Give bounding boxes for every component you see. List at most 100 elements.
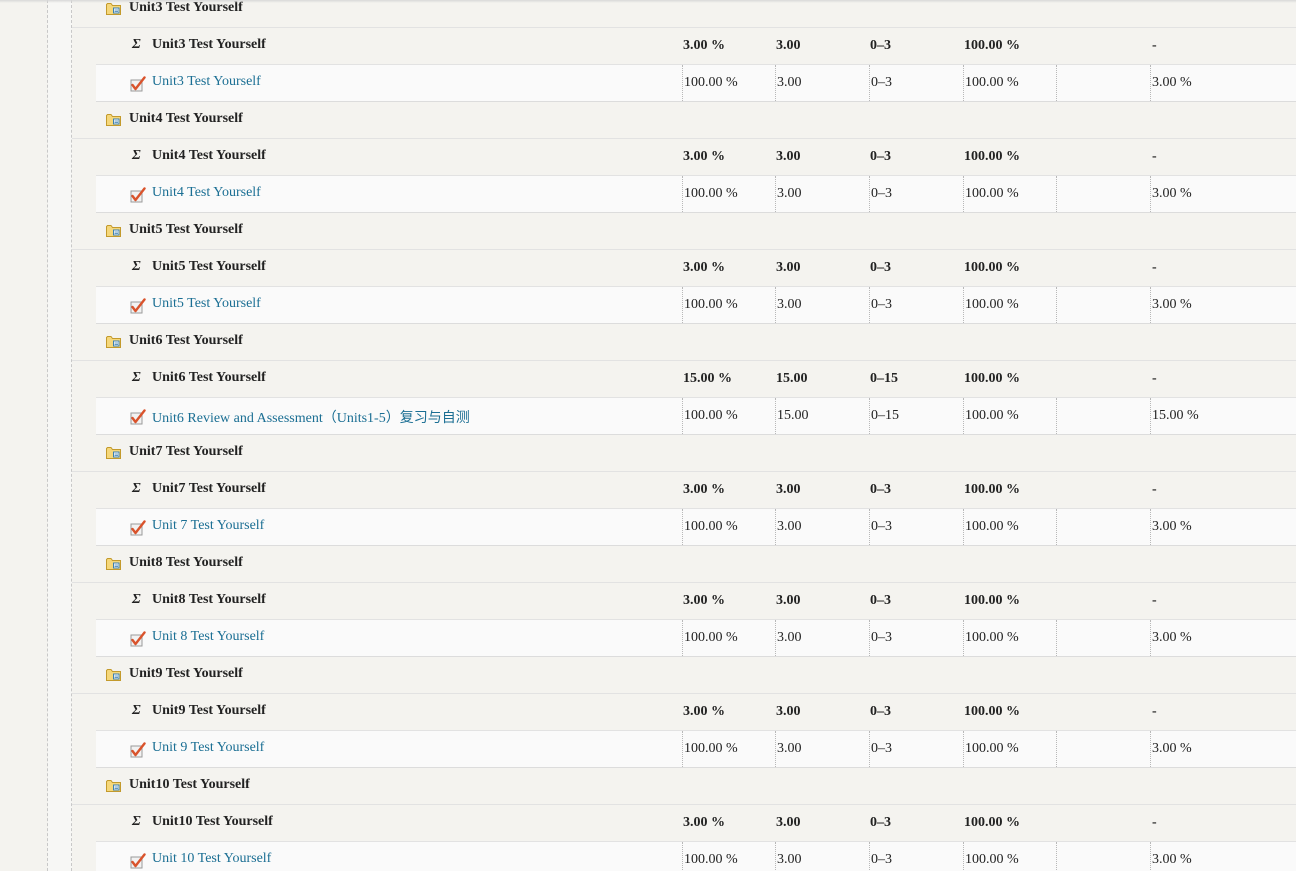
contribution-cell: 3.00 % [1150, 287, 1296, 323]
folder-icon [106, 447, 121, 459]
sigma-icon: Σ [132, 37, 141, 52]
sigma-icon: Σ [132, 592, 141, 607]
grade-item-link[interactable]: Unit 8 Test Yourself [152, 629, 265, 644]
grade-cell: 3.00 [775, 620, 869, 656]
quiz-icon [130, 631, 146, 647]
sigma-icon: Σ [132, 370, 141, 385]
grade-item-link[interactable]: Unit6 Review and Assessment（Units1-5）复习与… [152, 411, 470, 426]
feedback-cell [1056, 28, 1150, 64]
weight-cell: 100.00 % [682, 620, 775, 656]
grade-category-group: Unit6 Test Yourself Σ Unit6 Test Yoursel… [72, 324, 1296, 435]
weight-cell: 3.00 % [683, 149, 725, 164]
weight-cell: 3.00 % [683, 815, 725, 830]
contribution-cell: 3.00 % [1150, 842, 1296, 871]
grade-cell: 15.00 [775, 398, 869, 434]
range-cell: 0–3 [869, 731, 963, 767]
range-cell: 0–15 [870, 371, 898, 386]
grade-category-group: Unit7 Test Yourself Σ Unit7 Test Yoursel… [72, 435, 1296, 546]
contribution-cell: - [1152, 149, 1157, 164]
category-total-name: Unit10 Test Yourself [152, 814, 273, 829]
folder-icon [106, 3, 121, 15]
grade-cell: 3.00 [775, 176, 869, 212]
percentage-cell: 100.00 % [963, 842, 1056, 871]
weight-cell: 3.00 % [683, 704, 725, 719]
contribution-cell: 3.00 % [1150, 731, 1296, 767]
sigma-icon: Σ [132, 814, 141, 829]
feedback-cell [1056, 398, 1150, 434]
percentage-cell: 100.00 % [963, 731, 1056, 767]
weight-cell: 15.00 % [683, 371, 732, 386]
percentage-cell: 100.00 % [964, 815, 1020, 830]
folder-icon [106, 114, 121, 126]
range-cell: 0–3 [869, 509, 963, 545]
grade-category-group: Unit9 Test Yourself Σ Unit9 Test Yoursel… [72, 657, 1296, 768]
grade-item-link[interactable]: Unit3 Test Yourself [152, 74, 261, 89]
range-cell: 0–3 [869, 842, 963, 871]
grade-item-link[interactable]: Unit5 Test Yourself [152, 296, 261, 311]
category-row: Unit9 Test Yourself [72, 657, 1296, 694]
grade-cell: 3.00 [776, 704, 801, 719]
sigma-icon: Σ [132, 148, 141, 163]
category-children: Σ Unit8 Test Yourself 3.00 % 3.00 0–3 10… [96, 583, 1296, 657]
grade-cell: 3.00 [776, 815, 801, 830]
category-row: Unit4 Test Yourself [72, 102, 1296, 139]
percentage-cell: 100.00 % [963, 287, 1056, 323]
quiz-icon [130, 187, 146, 203]
quiz-icon [130, 298, 146, 314]
grade-item-row: Unit 9 Test Yourself 100.00 % 3.00 0–3 1… [96, 731, 1296, 768]
category-children: Σ Unit6 Test Yourself 15.00 % 15.00 0–15… [96, 361, 1296, 435]
category-name: Unit10 Test Yourself [129, 777, 250, 792]
folder-icon [106, 558, 121, 570]
quiz-icon [130, 520, 146, 536]
percentage-cell: 100.00 % [964, 704, 1020, 719]
percentage-cell: 100.00 % [963, 176, 1056, 212]
range-cell: 0–3 [869, 176, 963, 212]
range-cell: 0–3 [870, 593, 891, 608]
range-cell: 0–3 [870, 38, 891, 53]
grade-item-link[interactable]: Unit 9 Test Yourself [152, 740, 265, 755]
feedback-cell [1056, 805, 1150, 841]
quiz-icon [130, 853, 146, 869]
feedback-cell [1056, 250, 1150, 286]
grade-cell: 3.00 [776, 38, 801, 53]
feedback-cell [1056, 176, 1150, 212]
range-cell: 0–3 [870, 149, 891, 164]
grade-item-row: Unit6 Review and Assessment（Units1-5）复习与… [96, 398, 1296, 435]
range-cell: 0–3 [870, 260, 891, 275]
percentage-cell: 100.00 % [964, 149, 1020, 164]
category-total-row: Σ Unit5 Test Yourself 3.00 % 3.00 0–3 10… [96, 250, 1296, 287]
grade-cell: 3.00 [775, 287, 869, 323]
feedback-cell [1056, 620, 1150, 656]
grade-item-link[interactable]: Unit 7 Test Yourself [152, 518, 265, 533]
folder-icon [106, 336, 121, 348]
weight-cell: 3.00 % [683, 593, 725, 608]
quiz-icon [130, 76, 146, 92]
grade-cell: 3.00 [776, 593, 801, 608]
category-children: Σ Unit5 Test Yourself 3.00 % 3.00 0–3 10… [96, 250, 1296, 324]
grade-cell: 3.00 [776, 482, 801, 497]
category-total-row: Σ Unit10 Test Yourself 3.00 % 3.00 0–3 1… [96, 805, 1296, 842]
percentage-cell: 100.00 % [963, 65, 1056, 101]
category-total-name: Unit5 Test Yourself [152, 259, 266, 274]
grade-item-link[interactable]: Unit 10 Test Yourself [152, 851, 272, 866]
range-cell: 0–3 [870, 815, 891, 830]
grade-cell: 3.00 [776, 149, 801, 164]
category-total-name: Unit6 Test Yourself [152, 370, 266, 385]
grade-item-link[interactable]: Unit4 Test Yourself [152, 185, 261, 200]
grade-cell: 15.00 [776, 371, 808, 386]
category-total-name: Unit9 Test Yourself [152, 703, 266, 718]
grade-category-group: Unit5 Test Yourself Σ Unit5 Test Yoursel… [72, 213, 1296, 324]
grade-item-row: Unit 10 Test Yourself 100.00 % 3.00 0–3 … [96, 842, 1296, 871]
feedback-cell [1056, 287, 1150, 323]
left-indent-rail [0, 0, 48, 871]
range-cell: 0–3 [869, 620, 963, 656]
grade-cell: 3.00 [776, 260, 801, 275]
percentage-cell: 100.00 % [964, 260, 1020, 275]
category-row: Unit8 Test Yourself [72, 546, 1296, 583]
contribution-cell: - [1152, 482, 1157, 497]
contribution-cell: 3.00 % [1150, 509, 1296, 545]
category-name: Unit5 Test Yourself [129, 222, 243, 237]
weight-cell: 100.00 % [682, 842, 775, 871]
grade-category-group: Unit10 Test Yourself Σ Unit10 Test Yours… [72, 768, 1296, 871]
